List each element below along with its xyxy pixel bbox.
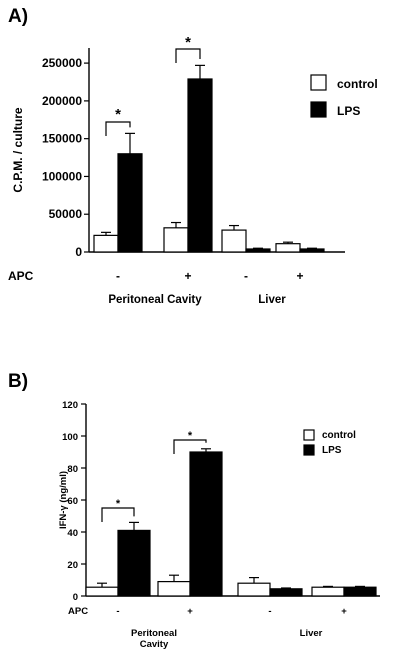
panel-a-legend-label-lps: LPS — [337, 104, 360, 118]
panel-a-bar-control-1 — [93, 234, 119, 253]
panel-a-y-tick-label: 150000 — [42, 132, 82, 146]
panel-b-bar-lps-4 — [343, 586, 377, 597]
panel-b-bar-control-1 — [85, 586, 119, 597]
panel-a-group-label-1: Peritoneal Cavity — [108, 294, 202, 306]
panel-a-bar-lps-1 — [117, 153, 143, 253]
panel-b-bar-control-2 — [157, 580, 191, 597]
panel-b-legend-swatch-control — [303, 429, 315, 441]
panel-b-y-tick-label: 0 — [73, 592, 78, 603]
panel-b-y-tick-label: 100 — [62, 432, 78, 443]
panel-b-bar-control-3 — [237, 582, 271, 597]
panel-b-bar-lps-1 — [117, 529, 151, 597]
panel-b-bar-lps-3 — [269, 588, 303, 597]
panel-a-bar-lps-4 — [299, 248, 325, 253]
panel-b-category-label-2: + — [187, 606, 193, 617]
panel-a-category-label-2: + — [184, 269, 191, 283]
panel-a-category-label-1: - — [116, 269, 120, 283]
panel-a-bar-control-4 — [275, 243, 301, 253]
panel-b-group-label-1: Peritoneal Cavity — [131, 628, 177, 650]
panel-a-significance-bracket-1 — [105, 121, 131, 136]
panel-b-category-label-4: + — [341, 606, 347, 617]
panel-b-y-tick-label: 60 — [67, 496, 78, 507]
panel-a-legend-swatch-control — [310, 74, 327, 91]
panel-b-apc-label: APC — [68, 606, 88, 617]
panel-a-apc-label: APC — [8, 269, 34, 283]
panel-a-group-label-2: Liver — [258, 294, 286, 306]
panel-b-significance-bracket-1 — [101, 507, 135, 522]
panel-b-legend-label-lps: LPS — [322, 445, 342, 456]
panel-b-category-label-3: - — [268, 606, 271, 617]
panel-a-bar-lps-2 — [187, 78, 213, 253]
panel-b-legend-label-control: control — [322, 430, 356, 441]
panel-a-y-tick-label: 250000 — [42, 56, 82, 70]
panel-a-y-axis-title: C.P.M. / culture — [11, 107, 25, 192]
panel-a-legend-label-control: control — [337, 77, 378, 91]
panel-b-category-label-1: - — [116, 606, 119, 617]
panel-b-y-axis-title: IFN-γ (ng/ml) — [58, 471, 69, 529]
panel-a-y-tick-label: 0 — [75, 245, 82, 259]
panel-b-legend-swatch-lps — [303, 444, 315, 456]
panel-a-significance-star-2: * — [185, 34, 191, 51]
panel-b-bar-control-4 — [311, 586, 345, 597]
panel-a-significance-bracket-2 — [175, 48, 201, 63]
panel-a-label: A) — [8, 6, 28, 27]
panel-a-y-tick-label: 50000 — [49, 207, 83, 221]
panel-b-significance-star-2: * — [188, 430, 193, 442]
panel-b-label: B) — [8, 371, 28, 392]
panel-a-legend-swatch-lps — [310, 101, 327, 118]
panel-a-significance-star-1: * — [115, 106, 121, 123]
panel-b-significance-bracket-2 — [173, 439, 207, 454]
panel-b-y-tick-label: 80 — [67, 464, 78, 475]
panel-a-bar-control-3 — [221, 229, 247, 253]
panel-a-y-tick-label: 200000 — [42, 94, 82, 108]
panel-b-y-tick-label: 20 — [67, 560, 78, 571]
panel-a-y-tick-label: 100000 — [42, 169, 82, 183]
panel-b-significance-star-1: * — [116, 498, 121, 510]
panel-b-y-tick-label: 120 — [62, 400, 78, 411]
panel-b-group-label-2: Liver — [300, 628, 323, 639]
panel-a-category-label-3: - — [244, 269, 248, 283]
panel-b-bar-lps-2 — [189, 451, 223, 597]
panel-a-bar-control-2 — [163, 227, 189, 253]
panel-b-y-tick-label: 40 — [67, 528, 78, 539]
panel-a-bar-lps-3 — [245, 248, 271, 253]
panel-a-category-label-4: + — [296, 269, 303, 283]
